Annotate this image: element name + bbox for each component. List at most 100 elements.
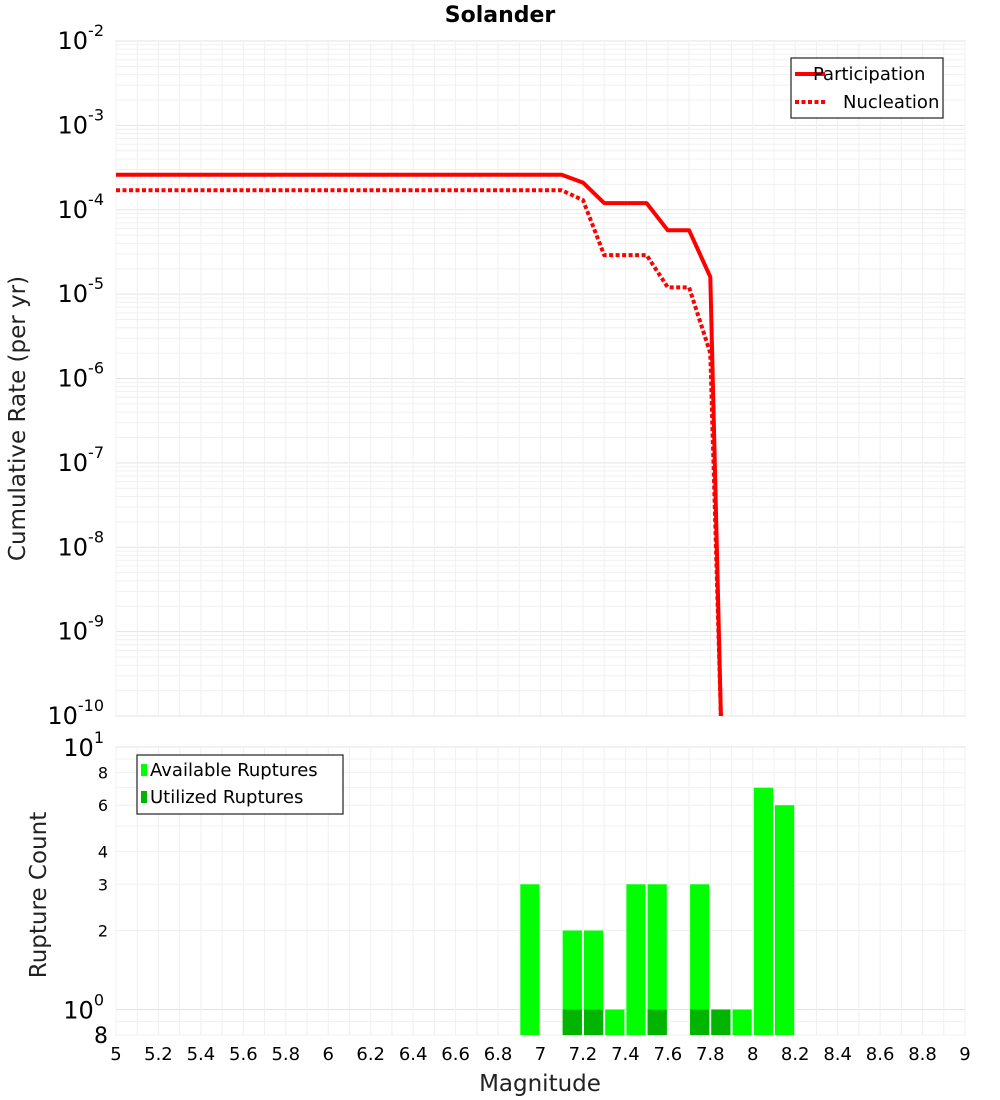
- bottom-y-tick-label: 2: [98, 922, 108, 941]
- legend-label: Utilized Ruptures: [150, 787, 303, 808]
- cumulative-rate-chart: 10-1010-910-810-710-610-510-410-310-2Par…: [47, 21, 966, 730]
- x-tick-label: 6: [323, 1044, 334, 1065]
- tick-base: 10: [58, 280, 89, 308]
- x-tick-label: 7.4: [611, 1044, 640, 1065]
- x-tick-label: 6.8: [484, 1044, 513, 1065]
- available-ruptures-bar: [775, 805, 795, 1035]
- tick-exponent: -7: [88, 443, 104, 462]
- x-tick-label: 5.6: [229, 1044, 258, 1065]
- bottom-y-axis-min-label: 8: [94, 1024, 108, 1049]
- x-tick-label: 8.8: [908, 1044, 937, 1065]
- available-ruptures-bar: [562, 930, 582, 1035]
- x-tick-label: 6.2: [356, 1044, 385, 1065]
- tick-base: 10: [58, 111, 89, 139]
- tick-exponent: -9: [88, 612, 104, 631]
- tick-base: 10: [63, 734, 94, 762]
- x-tick-label: 5.4: [187, 1044, 216, 1065]
- x-tick-label: 5.8: [271, 1044, 300, 1065]
- available-ruptures-bar: [690, 884, 710, 1035]
- bottom-y-tick-label: 6: [98, 796, 108, 815]
- x-tick-label: 7: [535, 1044, 546, 1065]
- top-y-tick-label: 10-7: [58, 443, 105, 477]
- tick-base: 10: [47, 702, 78, 730]
- series-line-participation: [116, 172, 723, 716]
- x-tick-label: 9: [959, 1044, 970, 1065]
- bottom-y-tick-label: 3: [98, 875, 108, 894]
- bottom-y-decade-label: 101: [63, 728, 104, 762]
- bottom-legend-box: [136, 754, 344, 815]
- top-grid: [115, 40, 966, 717]
- available-ruptures-bar: [584, 930, 604, 1035]
- available-ruptures-bar: [520, 884, 540, 1035]
- top-legend: Participation Nucleation: [790, 57, 944, 119]
- utilized-ruptures-bar: [647, 1009, 667, 1035]
- utilized-ruptures-bar: [562, 1009, 582, 1035]
- available-ruptures-bar: [732, 1009, 752, 1035]
- top-y-tick-label: 10-10: [47, 696, 104, 730]
- tick-base: 10: [58, 449, 89, 477]
- top-y-tick-label: 10-8: [58, 527, 105, 561]
- bottom-y-decade-label: 100: [63, 991, 104, 1025]
- x-tick-label: 5: [110, 1044, 121, 1065]
- bottom-y-axis-title: Rupture Count: [26, 812, 52, 978]
- tick-base: 10: [58, 533, 89, 561]
- utilized-ruptures-bar: [584, 1009, 604, 1035]
- top-y-tick-label: 10-3: [58, 105, 105, 139]
- tick-exponent: -3: [88, 105, 104, 124]
- available-ruptures-bar: [647, 884, 667, 1035]
- x-tick-label: 8.4: [823, 1044, 852, 1065]
- x-tick-label: 7.6: [654, 1044, 683, 1065]
- x-tick-labels: 5 5.2 5.4 5.6 5.8 6 6.2 6.4 6.6 6.8 7 7.2 7.4 7.6 7.8 8…: [110, 1044, 970, 1065]
- legend-swatch: [141, 791, 147, 803]
- tick-exponent: -6: [88, 359, 104, 378]
- legend-swatch: [141, 764, 147, 776]
- available-ruptures-bar: [626, 884, 646, 1035]
- tick-exponent: -10: [78, 696, 104, 715]
- top-y-tick-label: 10-9: [58, 612, 105, 646]
- series-line-nucleation: [116, 188, 723, 716]
- bottom-y-tick-label: 4: [98, 842, 108, 861]
- x-tick-label: 6.4: [399, 1044, 428, 1065]
- x-tick-label: 6.6: [441, 1044, 470, 1065]
- legend-label-nucleation: Nucleation: [843, 92, 939, 113]
- tick-exponent: 0: [94, 991, 104, 1010]
- top-legend-box: [790, 57, 944, 119]
- tick-exponent: -8: [88, 527, 104, 546]
- top-y-tick-label: 10-5: [58, 274, 105, 308]
- legend-label-participation: Participation: [813, 64, 925, 85]
- available-ruptures-bar: [605, 1009, 625, 1035]
- tick-base: 10: [58, 27, 89, 55]
- tick-exponent: -5: [88, 274, 104, 293]
- x-tick-label: 8: [747, 1044, 758, 1065]
- top-y-tick-label: 10-4: [58, 190, 105, 224]
- top-y-tick-label: 10-2: [58, 21, 105, 55]
- tick-base: 10: [63, 997, 94, 1025]
- x-tick-label: 8.2: [781, 1044, 810, 1065]
- top-y-axis-title: Cumulative Rate (per yr): [5, 276, 31, 561]
- x-tick-label: 8.6: [866, 1044, 895, 1065]
- bottom-y-tick-label: 8: [98, 763, 108, 782]
- bottom-legend: Available Ruptures Utilized Ruptures: [136, 754, 344, 815]
- tick-exponent: -2: [88, 21, 104, 40]
- tick-exponent: -4: [88, 190, 104, 209]
- utilized-ruptures-bar: [711, 1009, 731, 1035]
- chart-title: Solander: [445, 3, 556, 28]
- tick-base: 10: [58, 618, 89, 646]
- x-tick-label: 7.8: [696, 1044, 725, 1065]
- top-y-tick-label: 10-6: [58, 359, 105, 393]
- x-axis-title: Magnitude: [479, 1071, 601, 1097]
- available-ruptures-bar: [753, 787, 773, 1035]
- x-tick-label: 7.2: [569, 1044, 598, 1065]
- tick-base: 10: [58, 365, 89, 393]
- tick-base: 10: [58, 196, 89, 224]
- bottom-bars: [520, 787, 795, 1035]
- x-tick-label: 5.2: [144, 1044, 173, 1065]
- top-series: [116, 172, 723, 716]
- legend-label: Available Ruptures: [150, 760, 318, 781]
- tick-exponent: 1: [94, 728, 104, 747]
- utilized-ruptures-bar: [690, 1009, 710, 1035]
